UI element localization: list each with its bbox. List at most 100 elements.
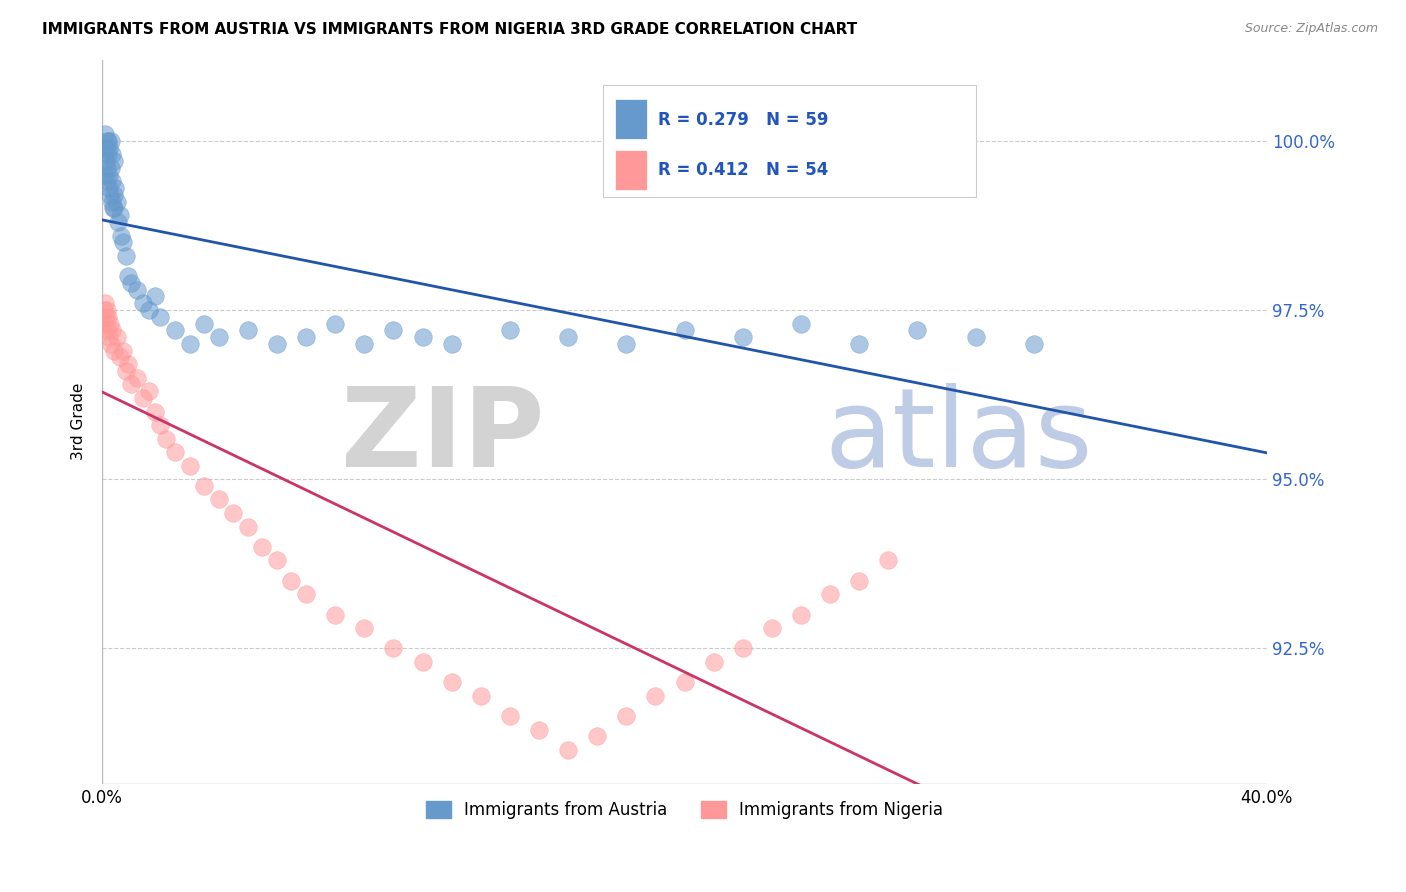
Point (96, 303, 118, 318)
Bar (614, 150, 647, 190)
Point (111, 343, 134, 358)
Point (440, 336, 463, 351)
Point (790, 317, 813, 331)
Point (440, 675, 463, 690)
Point (94, 127, 117, 141)
Point (818, 587, 841, 601)
Point (93, 303, 115, 318)
Point (93, 168, 115, 182)
Point (1022, 336, 1045, 351)
Point (97, 310, 120, 324)
Point (163, 323, 186, 337)
Point (470, 689, 492, 703)
Legend: Immigrants from Austria, Immigrants from Nigeria: Immigrants from Austria, Immigrants from… (419, 795, 950, 826)
Point (97, 181, 120, 195)
Point (236, 323, 259, 337)
Point (673, 323, 696, 337)
Point (149, 418, 172, 433)
Point (965, 330, 987, 344)
Point (143, 289, 166, 303)
Point (382, 641, 405, 656)
Point (138, 303, 160, 318)
Point (411, 330, 433, 344)
Point (93, 317, 115, 331)
Point (111, 235, 134, 250)
Point (94, 154, 117, 169)
Point (266, 553, 288, 567)
Point (94, 310, 117, 324)
Point (703, 655, 725, 669)
Point (97, 134, 120, 148)
Point (127, 370, 149, 384)
Point (252, 540, 274, 554)
Point (101, 147, 124, 161)
Point (266, 336, 288, 351)
Point (103, 202, 125, 216)
Point (103, 188, 125, 202)
Point (527, 723, 550, 737)
Point (105, 194, 128, 209)
Point (848, 336, 870, 351)
Point (96, 323, 118, 337)
Text: atlas: atlas (824, 383, 1092, 490)
Point (98, 330, 121, 344)
Point (143, 404, 166, 418)
Text: R = 0.279   N = 59: R = 0.279 N = 59 (658, 111, 828, 128)
Point (877, 553, 900, 567)
Point (104, 181, 127, 195)
Point (149, 310, 172, 324)
Point (96, 134, 118, 148)
Point (163, 445, 186, 459)
Point (98, 188, 121, 202)
Point (382, 323, 405, 337)
Point (114, 249, 136, 263)
Point (127, 283, 149, 297)
Point (100, 134, 122, 148)
Bar (614, 99, 647, 139)
Point (117, 357, 139, 371)
Point (117, 269, 139, 284)
Point (132, 296, 155, 310)
Point (179, 458, 201, 473)
Point (499, 323, 522, 337)
Point (411, 655, 433, 669)
Point (323, 317, 346, 331)
Point (586, 730, 609, 744)
Point (208, 492, 231, 507)
Point (614, 336, 637, 351)
Point (499, 709, 522, 723)
Point (731, 641, 754, 656)
Point (107, 215, 129, 229)
Point (98, 140, 121, 154)
Point (193, 317, 215, 331)
Point (132, 391, 155, 405)
Point (103, 202, 125, 216)
Point (222, 506, 245, 520)
Y-axis label: 3rd Grade: 3rd Grade (72, 383, 86, 460)
Point (761, 621, 783, 635)
Point (108, 351, 131, 365)
Point (848, 574, 870, 588)
Bar (603, 85, 976, 197)
Point (94, 140, 117, 154)
Text: IMMIGRANTS FROM AUSTRIA VS IMMIGRANTS FROM NIGERIA 3RD GRADE CORRELATION CHART: IMMIGRANTS FROM AUSTRIA VS IMMIGRANTS FR… (42, 22, 858, 37)
Point (614, 709, 637, 723)
Point (103, 154, 125, 169)
Point (673, 675, 696, 690)
Point (108, 208, 131, 222)
Point (557, 743, 579, 757)
Point (557, 330, 579, 344)
Point (97, 147, 120, 161)
Point (138, 384, 160, 399)
Point (295, 330, 318, 344)
Point (96, 174, 118, 188)
Point (120, 276, 142, 290)
Point (179, 336, 201, 351)
Point (100, 336, 122, 351)
Point (907, 323, 929, 337)
Point (96, 161, 118, 175)
Point (100, 161, 122, 175)
Point (93, 147, 115, 161)
Point (105, 330, 128, 344)
Text: R = 0.412   N = 54: R = 0.412 N = 54 (658, 161, 828, 179)
